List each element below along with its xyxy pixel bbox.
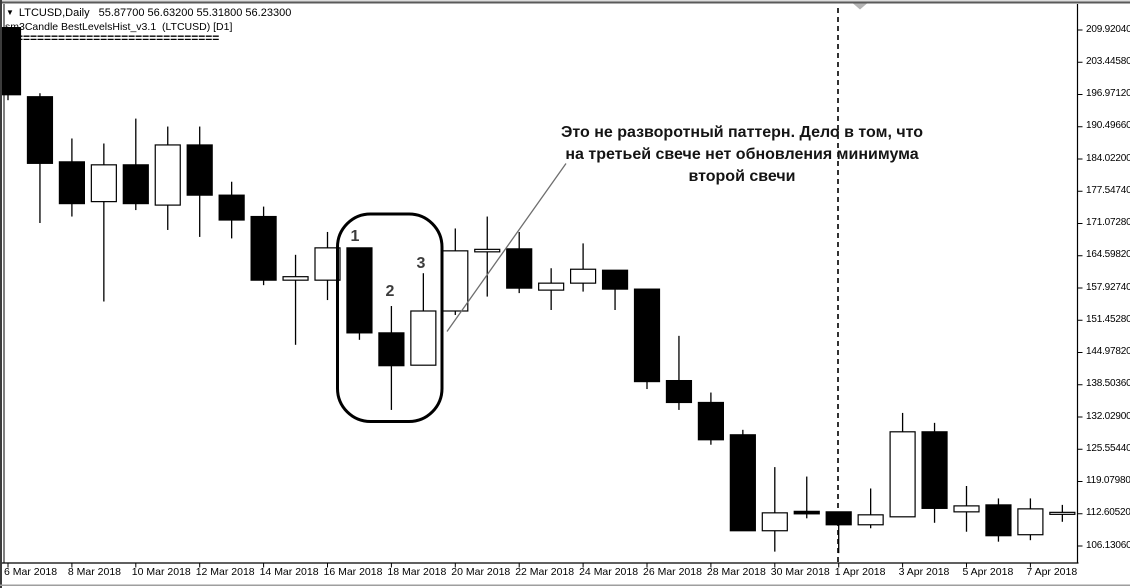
candle <box>633 288 661 390</box>
candle <box>506 231 533 294</box>
window-border-top <box>0 0 1130 2</box>
note-line: на третьей свече нет обновления минимума <box>565 146 919 163</box>
date-axis-label: 12 Mar 2018 <box>195 566 255 578</box>
note-line: второй свечи <box>688 168 796 185</box>
candle <box>442 228 469 315</box>
date-axis-label: 7 Apr 2018 <box>1026 566 1078 578</box>
date-axis-label: 28 Mar 2018 <box>706 566 766 578</box>
candle <box>921 422 948 523</box>
date-axis-label: 18 Mar 2018 <box>387 566 447 578</box>
date-axis-label: 6 Mar 2018 <box>4 566 58 578</box>
note-line: Это не разворотный паттерн. Дело в том, … <box>560 124 924 141</box>
price-axis-label: 138.50360 <box>1086 378 1130 390</box>
candle <box>857 488 884 529</box>
date-axis-label: 16 Mar 2018 <box>323 566 383 578</box>
candle <box>154 126 181 230</box>
candle <box>346 247 373 340</box>
price-axis-label: 209.92040 <box>1086 23 1130 35</box>
candle <box>761 467 788 552</box>
candle <box>1049 504 1076 522</box>
pattern-number-label: 1 <box>351 228 360 245</box>
date-axis-label: 3 Apr 2018 <box>898 566 950 578</box>
candle <box>186 126 213 237</box>
indicator-name-label: sm3Candle BestLevelsHist_v3.1 (LTCUSD) [… <box>5 21 233 33</box>
pointer-line-object[interactable] <box>446 163 567 332</box>
candle <box>793 476 820 519</box>
price-axis-label: 151.45280 <box>1086 313 1130 325</box>
symbol-dropdown-arrow-icon[interactable]: ▼ <box>6 8 14 17</box>
date-axis-label: 10 Mar 2018 <box>131 566 191 578</box>
candle <box>953 485 980 532</box>
price-axis-label: 203.44580 <box>1086 55 1130 67</box>
pattern-number-label: 3 <box>417 255 426 272</box>
candle <box>26 93 54 223</box>
price-axis-label: 184.02200 <box>1086 152 1130 164</box>
window-border-top-dark <box>0 1 1130 4</box>
window-border-left <box>0 0 2 588</box>
date-axis-label: 5 Apr 2018 <box>962 566 1014 578</box>
window-border-bottom <box>0 584 1130 586</box>
date-axis-label: 22 Mar 2018 <box>515 566 575 578</box>
date-axis-label: 14 Mar 2018 <box>259 566 319 578</box>
indicator-equals-row: ============================== <box>9 31 220 45</box>
candle <box>474 216 501 297</box>
symbol-header: ▼ LTCUSD,Daily 55.87700 56.63200 55.31800 … <box>6 7 291 19</box>
date-axis-label: 24 Mar 2018 <box>579 566 639 578</box>
price-axis-label: 106.13060 <box>1086 539 1130 551</box>
price-axis-label: 171.07280 <box>1086 217 1130 228</box>
candle <box>122 118 149 211</box>
candle <box>697 392 725 445</box>
chart-border-left <box>3 4 5 563</box>
candle <box>218 181 245 239</box>
price-axis-label: 190.49660 <box>1086 120 1130 132</box>
candle <box>569 243 597 292</box>
candle <box>985 498 1012 542</box>
candle <box>410 273 437 366</box>
candle <box>250 206 277 286</box>
candle <box>665 335 693 410</box>
candle <box>729 429 756 532</box>
candle <box>90 143 117 302</box>
chart-shift-marker-icon[interactable] <box>853 3 867 10</box>
candle <box>58 138 86 217</box>
price-axis-label: 132.02900 <box>1086 410 1130 422</box>
candle <box>0 27 22 101</box>
candle <box>282 254 309 345</box>
symbol-period-label: LTCUSD,Daily <box>18 7 90 19</box>
price-axis-label: 157.92740 <box>1086 281 1130 293</box>
price-axis-label: 144.97820 <box>1086 346 1130 357</box>
candle <box>889 412 916 518</box>
date-axis-label: 30 Mar 2018 <box>770 566 830 578</box>
pattern-number-label: 2 <box>386 283 395 300</box>
note-annotation[interactable]: Это не разворотный паттерн. Дело в том, … <box>530 122 954 188</box>
date-axis-label: 20 Mar 2018 <box>451 566 511 578</box>
price-axis-label: 112.60520 <box>1086 507 1130 519</box>
candle <box>1017 498 1044 541</box>
price-axis-label: 164.59820 <box>1086 249 1130 261</box>
ohlc-quote-label: 55.87700 56.63200 55.31800 56.23300 <box>98 7 292 19</box>
price-axis-label: 125.55440 <box>1086 442 1130 454</box>
date-axis-label: 8 Mar 2018 <box>67 566 122 578</box>
pattern-ellipse-object[interactable] <box>336 212 444 423</box>
candle <box>378 306 405 410</box>
date-axis-label: 26 Mar 2018 <box>643 566 702 578</box>
price-axis-label: 177.54740 <box>1086 184 1130 196</box>
candle <box>314 231 341 301</box>
candle <box>601 269 629 311</box>
price-axis-label: 119.07980 <box>1086 475 1130 486</box>
candle <box>538 268 565 311</box>
date-axis-label: 1 Apr 2018 <box>834 566 886 578</box>
price-axis-label: 196.97120 <box>1086 88 1130 99</box>
